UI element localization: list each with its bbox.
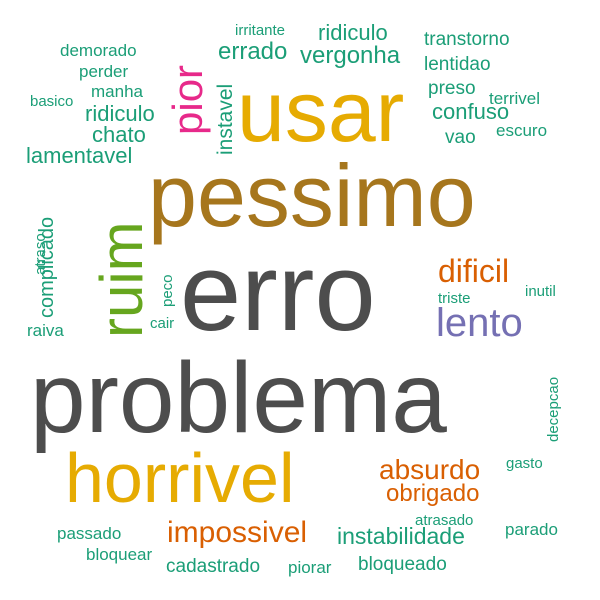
word-obrigado: obrigado (386, 480, 480, 507)
word-vao: vao (445, 127, 476, 148)
word-impossivel: impossivel (167, 516, 308, 549)
word-triste: triste (438, 290, 471, 307)
word-decepcao: decepcao (545, 376, 562, 442)
word-ridiculo: ridiculo (85, 101, 155, 126)
word-chato: chato (92, 122, 146, 147)
word-demorado: demorado (60, 41, 137, 60)
word-parado: parado (505, 520, 558, 539)
word-cair: cair (150, 315, 175, 332)
word-atraso: atraso (32, 233, 49, 275)
word-inutil: inutil (525, 283, 556, 300)
word-pior: pior (164, 64, 211, 135)
word-confuso: confuso (432, 99, 510, 124)
word-escuro: escuro (496, 121, 548, 140)
word-bloquear: bloquear (86, 545, 153, 564)
word-lamentavel: lamentavel (26, 143, 133, 168)
word-passado: passado (57, 524, 122, 543)
word-gasto: gasto (506, 455, 543, 472)
word-ridiculo: ridiculo (318, 20, 388, 45)
word-vergonha: vergonha (300, 42, 401, 69)
word-basico: basico (30, 93, 74, 110)
word-errado: errado (218, 38, 288, 65)
word-peco: peco (159, 274, 176, 307)
word-raiva: raiva (27, 321, 64, 340)
word-usar: usar (237, 64, 405, 160)
word-absurdo: absurdo (379, 454, 481, 485)
word-piorar: piorar (288, 558, 332, 577)
word-erro: erro (180, 231, 376, 354)
word-transtorno: transtorno (424, 29, 510, 50)
word-manha: manha (91, 82, 143, 101)
word-cadastrado: cadastrado (166, 556, 261, 577)
word-irritante: irritante (235, 22, 286, 39)
word-problema: problema (30, 342, 447, 454)
word-bloqueado: bloqueado (358, 554, 447, 575)
word-lento: lento (436, 301, 523, 345)
word-atrasado: atrasado (415, 512, 474, 529)
word-preso: preso (428, 78, 476, 99)
word-ruim: ruim (88, 221, 155, 338)
word-pessimo: pessimo (148, 146, 476, 245)
word-instabilidade: instabilidade (337, 523, 465, 549)
word-dificil: dificil (438, 253, 510, 289)
word-lentidao: lentidao (424, 54, 491, 75)
word-terrivel: terrivel (489, 89, 541, 108)
word-perder: perder (79, 62, 129, 81)
word-horrivel: horrivel (65, 439, 295, 517)
word-instavel: instavel (214, 83, 237, 155)
